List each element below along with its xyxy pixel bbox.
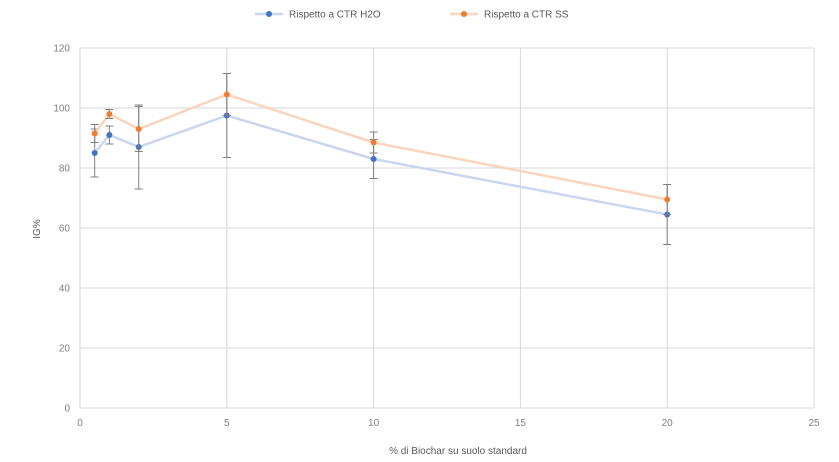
series-line <box>93 114 668 216</box>
legend-item-1: Rispetto a CTR H2O <box>255 10 381 21</box>
data-point <box>106 111 113 117</box>
x-tick-label: 10 <box>368 418 380 429</box>
data-point <box>135 126 142 132</box>
y-tick-label: 20 <box>59 344 71 355</box>
grid <box>79 47 815 409</box>
x-tick-label: 15 <box>515 418 527 429</box>
x-tick-label: 5 <box>224 418 230 429</box>
data-point <box>664 196 671 203</box>
series-layer <box>90 73 672 245</box>
x-tick-label: 25 <box>808 418 820 429</box>
y-tick-label: 100 <box>53 104 70 115</box>
data-point <box>91 130 98 137</box>
series-line <box>93 93 668 201</box>
series-1 <box>90 73 672 245</box>
x-axis-title: % di Biochar su suolo standard <box>389 446 527 457</box>
y-tick-label: 80 <box>59 164 71 175</box>
data-point <box>370 139 377 146</box>
axes: 0 20 40 60 80 100 120 0 5 10 15 20 25 <box>53 44 820 430</box>
y-tick-label: 40 <box>59 284 71 295</box>
data-point <box>106 132 113 138</box>
legend-marker <box>266 11 272 17</box>
y-tick-label: 60 <box>59 224 71 235</box>
y-tick-label: 0 <box>64 404 70 415</box>
y-tick-label: 120 <box>53 44 70 55</box>
legend-marker <box>461 11 467 17</box>
legend-item-2: Rispetto a CTR SS <box>450 10 569 21</box>
data-point <box>370 156 377 162</box>
data-point <box>91 150 98 156</box>
series-2 <box>90 73 672 215</box>
y-axis-title: IG% <box>32 219 43 239</box>
x-tick-label: 20 <box>662 418 674 429</box>
legend-label: Rispetto a CTR H2O <box>289 10 381 21</box>
x-tick-label: 0 <box>77 418 83 429</box>
legend-label: Rispetto a CTR SS <box>484 10 569 21</box>
data-point <box>223 91 230 98</box>
legend: Rispetto a CTR H2O Rispetto a CTR SS <box>255 10 569 21</box>
